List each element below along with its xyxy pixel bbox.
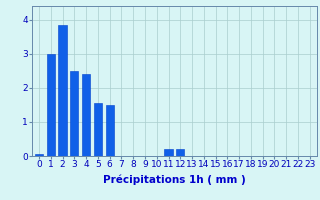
Bar [70,71,78,156]
Bar [94,103,102,156]
Bar [35,154,43,156]
Bar [106,105,114,156]
Bar [176,149,184,156]
Bar [164,149,172,156]
Bar [59,25,67,156]
X-axis label: Précipitations 1h ( mm ): Précipitations 1h ( mm ) [103,175,246,185]
Bar [47,54,55,156]
Bar [82,74,90,156]
